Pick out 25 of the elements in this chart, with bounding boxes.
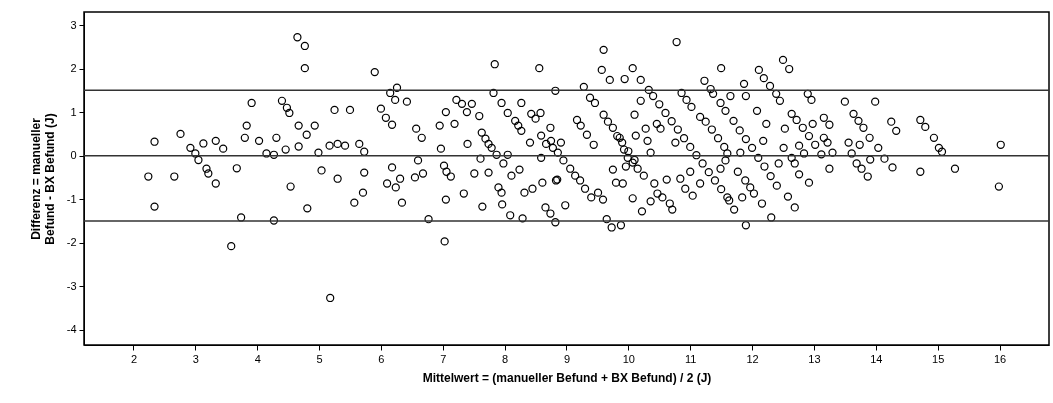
y-tick-label: 1 — [70, 105, 77, 118]
y-tick-label: 2 — [70, 62, 77, 75]
y-tick-label: -3 — [66, 279, 77, 292]
x-tick-label: 13 — [808, 352, 821, 365]
y-tick-label: -1 — [66, 192, 77, 205]
x-tick-label: 5 — [316, 352, 323, 365]
y-axis-title: Differenz = manueller Befund - BX Befund (J) — [28, 113, 57, 245]
y-tick-label: 3 — [70, 18, 77, 31]
x-axis-title: Mittelwert = (manueller Befund + BX Befund) / 2 (J) — [422, 370, 712, 385]
x-tick-label: 15 — [932, 352, 945, 365]
x-tick-label: 9 — [563, 352, 571, 365]
x-tick-label: 6 — [378, 352, 385, 365]
x-tick-label: 11 — [685, 352, 697, 365]
x-tick-label: 14 — [870, 352, 883, 365]
y-tick-label: 0 — [70, 149, 77, 162]
x-tick-label: 8 — [502, 352, 509, 365]
x-tick-label: 2 — [130, 352, 138, 365]
x-tick-label: 4 — [254, 352, 261, 365]
x-tick-label: 3 — [192, 352, 199, 365]
x-tick-label: 16 — [993, 352, 1007, 365]
y-tick-label: -2 — [66, 236, 77, 249]
x-tick-label: 12 — [746, 352, 759, 365]
x-tick-label: 10 — [622, 352, 635, 365]
y-tick-label: -4 — [66, 323, 77, 336]
x-tick-label: 7 — [440, 352, 447, 365]
